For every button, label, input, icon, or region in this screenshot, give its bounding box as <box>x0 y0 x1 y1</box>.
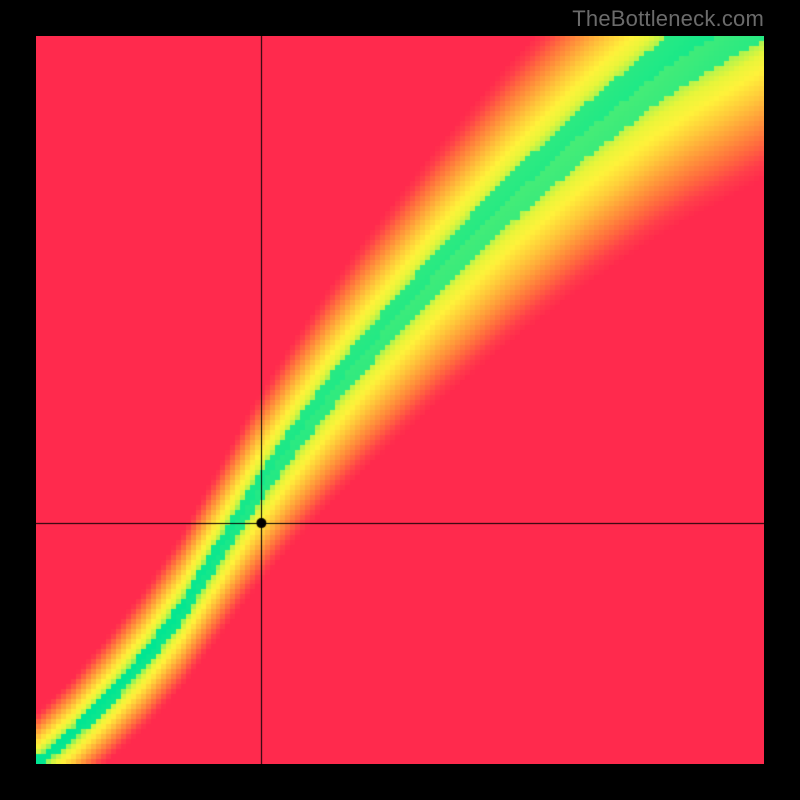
chart-container: TheBottleneck.com <box>0 0 800 800</box>
watermark-text: TheBottleneck.com <box>572 6 764 32</box>
bottleneck-heatmap <box>36 36 764 764</box>
